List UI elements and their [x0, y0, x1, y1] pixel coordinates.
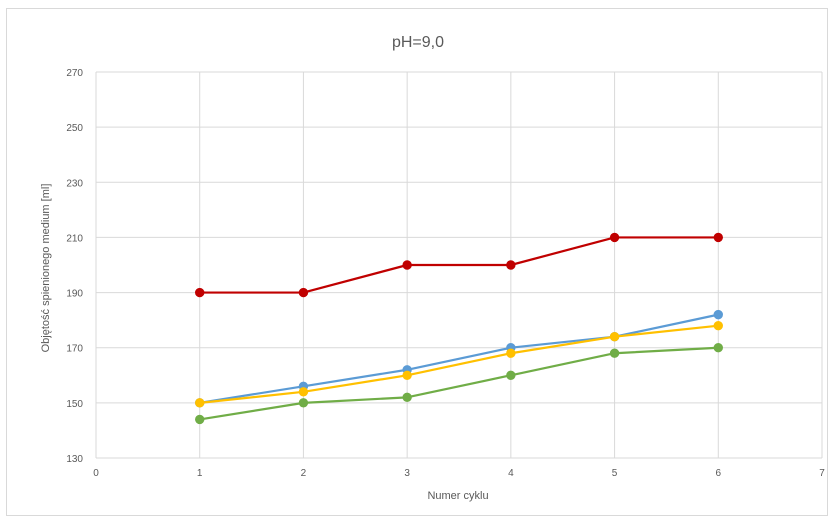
x-tick-label: 7 — [819, 468, 825, 479]
x-tick-label: 5 — [612, 468, 618, 479]
data-point — [298, 287, 309, 298]
y-tick-label: 170 — [66, 344, 83, 355]
y-tick-labels: 130 150 170 190 210 230 250 270 — [66, 68, 83, 465]
data-point — [402, 392, 412, 403]
data-point — [195, 398, 205, 408]
data-point — [298, 398, 309, 408]
y-tick-label: 270 — [66, 68, 83, 79]
data-point — [713, 343, 723, 353]
series-line — [199, 346, 719, 421]
x-tick-label: 3 — [404, 468, 410, 479]
data-point — [609, 331, 620, 342]
x-tick-label: 0 — [93, 468, 99, 479]
x-tick-label: 6 — [716, 468, 722, 479]
data-point — [713, 320, 723, 331]
line-chart: pH=9,0 130 150 170 190 210 230 250 270 0 1 2 3 4 5 6 7… — [40, 34, 825, 502]
data-point — [402, 260, 412, 270]
data-point — [195, 287, 205, 298]
series — [195, 232, 723, 425]
series-line — [199, 324, 719, 404]
x-tick-labels: 0 1 2 3 4 5 6 7 — [93, 468, 825, 479]
data-point — [402, 370, 412, 380]
series-4 — [195, 343, 723, 425]
chart-title: pH=9,0 — [392, 34, 444, 51]
data-point — [713, 309, 723, 320]
y-tick-label: 230 — [66, 178, 83, 189]
data-point — [506, 348, 516, 358]
series-line — [199, 313, 719, 404]
series-3 — [195, 320, 723, 408]
y-tick-label: 130 — [66, 454, 83, 465]
series-line — [199, 236, 719, 294]
series-2 — [195, 309, 723, 408]
data-point — [609, 232, 620, 243]
data-point — [713, 232, 723, 243]
data-point — [506, 370, 516, 380]
data-point — [298, 387, 309, 397]
data-point — [506, 260, 516, 270]
y-axis-label: Objętość spienionego medium [ml] — [40, 184, 52, 353]
x-tick-label: 2 — [301, 468, 307, 479]
y-tick-label: 250 — [66, 123, 83, 134]
y-tick-label: 150 — [66, 399, 83, 410]
x-axis-label: Numer cyklu — [427, 490, 488, 502]
data-point — [609, 348, 620, 358]
chart-frame: pH=9,0 130 150 170 190 210 230 250 270 0 1 2 3 4 5 6 7… — [6, 8, 828, 516]
y-tick-label: 190 — [66, 289, 83, 300]
x-tick-label: 1 — [197, 468, 203, 479]
y-tick-label: 210 — [66, 233, 83, 244]
x-tick-label: 4 — [508, 468, 514, 479]
data-point — [195, 414, 205, 425]
series-1 — [195, 232, 723, 298]
